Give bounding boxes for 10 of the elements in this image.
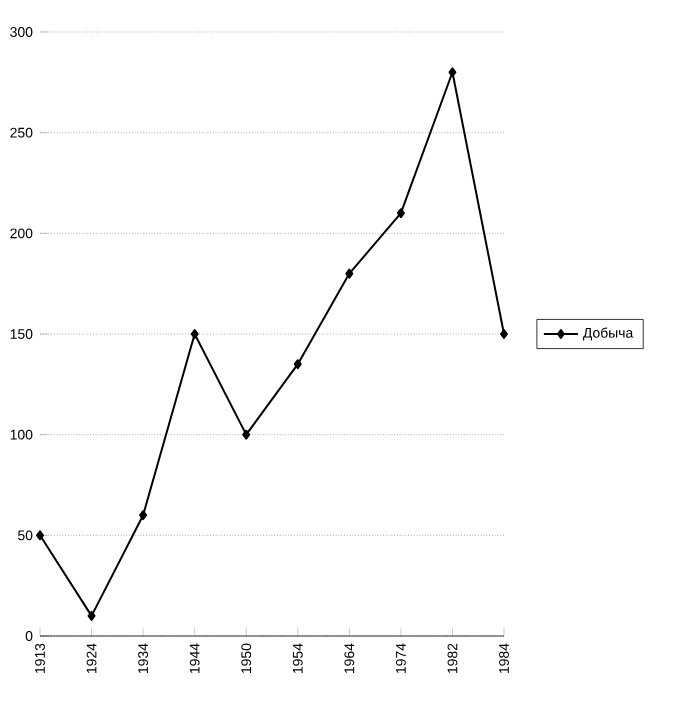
point bbox=[396, 208, 405, 219]
point bbox=[87, 610, 96, 621]
point bbox=[242, 429, 251, 440]
point bbox=[500, 329, 508, 339]
point bbox=[36, 530, 44, 541]
point bbox=[293, 359, 302, 370]
point bbox=[345, 268, 354, 279]
point bbox=[190, 329, 199, 339]
point bbox=[448, 67, 457, 78]
point bbox=[139, 510, 148, 521]
